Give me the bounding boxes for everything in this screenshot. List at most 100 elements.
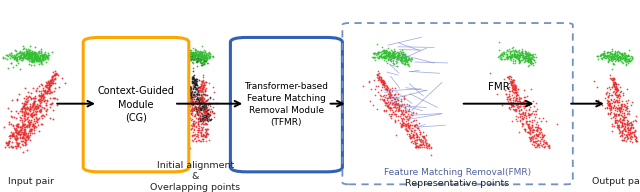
Point	[508, 78, 518, 81]
Point	[182, 88, 193, 91]
Point	[516, 50, 527, 54]
Point	[194, 109, 204, 112]
Point	[394, 105, 404, 108]
Point	[610, 53, 620, 56]
Point	[410, 133, 420, 137]
Point	[188, 78, 198, 81]
Point	[373, 50, 383, 54]
Point	[186, 50, 196, 53]
Point	[372, 52, 383, 55]
Point	[609, 81, 620, 84]
Point	[194, 54, 204, 57]
Point	[3, 141, 13, 144]
Point	[31, 116, 42, 119]
Point	[616, 114, 627, 117]
Point	[194, 105, 204, 108]
Point	[396, 55, 406, 58]
Point	[405, 136, 415, 139]
Point	[620, 52, 630, 55]
Point	[524, 52, 534, 55]
Point	[19, 56, 29, 59]
Point	[19, 127, 29, 130]
Point	[621, 108, 631, 111]
Point	[195, 116, 205, 119]
Point	[397, 57, 407, 60]
Point	[193, 117, 204, 120]
Point	[25, 121, 35, 124]
Point	[388, 61, 398, 64]
Point	[202, 108, 212, 111]
Point	[192, 97, 202, 100]
Point	[396, 99, 406, 102]
Point	[394, 51, 404, 54]
Point	[604, 54, 614, 57]
Point	[33, 124, 43, 127]
Point	[621, 134, 632, 137]
Point	[502, 53, 513, 56]
Point	[514, 110, 524, 113]
Point	[17, 109, 28, 112]
Point	[195, 54, 205, 57]
Point	[196, 88, 206, 91]
Point	[10, 128, 20, 132]
Point	[189, 120, 199, 123]
Point	[192, 94, 202, 97]
Point	[22, 135, 33, 138]
Point	[194, 54, 204, 57]
Point	[185, 53, 195, 56]
Point	[502, 57, 512, 60]
Point	[388, 59, 398, 62]
Point	[202, 111, 212, 114]
Point	[4, 134, 15, 137]
Point	[180, 60, 190, 63]
Point	[22, 112, 32, 115]
Point	[504, 106, 514, 109]
Point	[520, 53, 530, 56]
Point	[193, 108, 203, 111]
Point	[513, 87, 524, 90]
Point	[623, 54, 634, 57]
Point	[604, 102, 614, 105]
Point	[189, 52, 200, 55]
Point	[364, 100, 374, 103]
Point	[623, 126, 633, 129]
Point	[41, 103, 51, 107]
Point	[373, 70, 383, 73]
Point	[602, 52, 612, 55]
Point	[27, 55, 37, 58]
Point	[516, 113, 526, 116]
Point	[196, 60, 207, 64]
Point	[375, 51, 385, 54]
Point	[521, 122, 531, 125]
Point	[28, 51, 38, 55]
Point	[22, 106, 32, 109]
Point	[603, 101, 613, 104]
Point	[604, 76, 614, 79]
Point	[616, 60, 627, 63]
Point	[193, 58, 204, 61]
Point	[379, 59, 389, 62]
Point	[620, 127, 630, 130]
Point	[181, 56, 191, 59]
Point	[612, 50, 623, 53]
Point	[611, 98, 621, 101]
Point	[19, 112, 29, 115]
Point	[611, 112, 621, 115]
Point	[525, 60, 535, 63]
Point	[28, 123, 38, 126]
Point	[184, 56, 194, 59]
Point	[370, 51, 380, 54]
Point	[516, 101, 527, 104]
Point	[19, 106, 29, 109]
Point	[397, 61, 407, 64]
Point	[596, 57, 607, 60]
Point	[7, 133, 17, 136]
Point	[619, 117, 629, 120]
Point	[527, 55, 537, 58]
Point	[597, 56, 607, 59]
Point	[11, 58, 21, 61]
Point	[611, 93, 621, 96]
Point	[502, 76, 512, 79]
Point	[205, 52, 215, 55]
Point	[518, 105, 528, 108]
